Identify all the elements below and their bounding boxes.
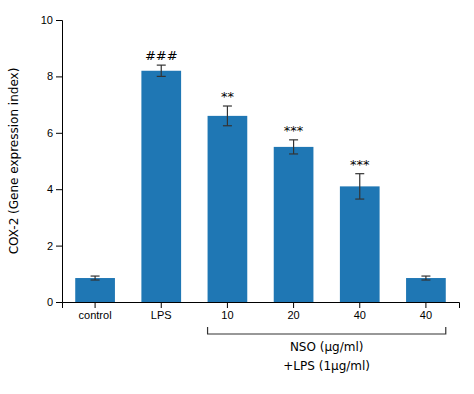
x-axis-line [63, 303, 460, 309]
error-bar-cap [91, 279, 100, 280]
error-bar [289, 140, 298, 154]
y-tick-label: 8 [47, 70, 53, 82]
bar [141, 71, 181, 302]
x-tick-mark [95, 302, 96, 308]
plot: 0246810controlLPS10204040###********COX-… [7, 14, 460, 373]
x-tick: 40 [354, 302, 366, 321]
error-bar-cap [91, 275, 100, 276]
bar [340, 186, 380, 302]
y-axis-line [56, 21, 63, 303]
bracket-label: NSO (μg/ml) [290, 340, 364, 354]
x-tick-label: 10 [221, 309, 233, 321]
y-tick: 10 [41, 14, 62, 26]
y-axis-title: COX-2 (Gene expression index) [7, 68, 21, 255]
x-tick: 20 [287, 302, 299, 321]
x-tick-label: 20 [287, 309, 299, 321]
annotation: ### [145, 48, 178, 63]
bar [274, 147, 314, 302]
y-tick: 6 [47, 127, 62, 139]
error-bar [223, 106, 232, 126]
annotation: *** [284, 123, 304, 138]
error-bar-cap [223, 125, 232, 126]
y-tick: 2 [47, 240, 62, 252]
error-bar-line [359, 174, 360, 199]
error-bar-cap [421, 275, 430, 276]
error-bar-cap [421, 279, 430, 280]
x-tick-label: 40 [420, 309, 432, 321]
error-bar [355, 174, 364, 199]
y-axis: 0 2 4 6 8 10 [41, 14, 63, 308]
error-bar-cap [355, 198, 364, 199]
error-bar-cap [355, 173, 364, 174]
error-bar-cap [157, 65, 166, 66]
error-bar [157, 65, 166, 76]
y-tick-mark [56, 189, 62, 190]
y-tick-label: 10 [41, 14, 53, 26]
annotations: ###******** [145, 48, 370, 172]
x-tick: LPS [151, 302, 172, 321]
y-tick-label: 0 [47, 296, 53, 308]
y-tick-label: 2 [47, 240, 53, 252]
bar [208, 116, 248, 302]
y-tick-mark [56, 246, 62, 247]
x-tick-mark [227, 302, 228, 308]
bracket-label: +LPS (1μg/ml) [283, 359, 370, 373]
y-tick: 8 [47, 70, 62, 82]
marks [75, 65, 446, 302]
x-tick-mark [161, 302, 162, 308]
y-tick-label: 6 [47, 127, 53, 139]
y-tick-label: 4 [47, 183, 53, 195]
x-tick-label: LPS [151, 309, 172, 321]
y-tick-mark [56, 20, 62, 21]
error-bar-line [161, 65, 162, 76]
chart: 0246810controlLPS10204040###********COX-… [0, 0, 474, 394]
y-tick-mark [56, 133, 62, 134]
y-tick: 0 [47, 296, 62, 308]
x-tick: 10 [221, 302, 233, 321]
x-tick-mark [425, 302, 426, 308]
error-bar-line [293, 140, 294, 154]
y-tick: 4 [47, 183, 62, 195]
error-bar-line [227, 106, 228, 126]
bracket-line [208, 327, 446, 334]
bracket: NSO (μg/ml) +LPS (1μg/ml) [208, 327, 446, 373]
x-tick-mark [359, 302, 360, 308]
error-bar [421, 276, 430, 280]
error-bar-cap [157, 76, 166, 77]
x-tick-mark [293, 302, 294, 308]
annotation: *** [350, 157, 370, 172]
x-tick: 40 [420, 302, 432, 321]
annotation: ** [221, 89, 235, 104]
error-bar-cap [289, 153, 298, 154]
error-bar-cap [223, 105, 232, 106]
x-tick-label: control [79, 309, 112, 321]
x-axis: control LPS 10 20 40 40 [63, 302, 460, 321]
x-tick: control [79, 302, 112, 321]
y-tick-mark [56, 76, 62, 77]
y-tick-mark [56, 302, 62, 303]
error-bar [91, 276, 100, 280]
bar [75, 278, 115, 302]
error-bar-cap [289, 139, 298, 140]
bar [406, 278, 446, 302]
x-tick-label: 40 [354, 309, 366, 321]
